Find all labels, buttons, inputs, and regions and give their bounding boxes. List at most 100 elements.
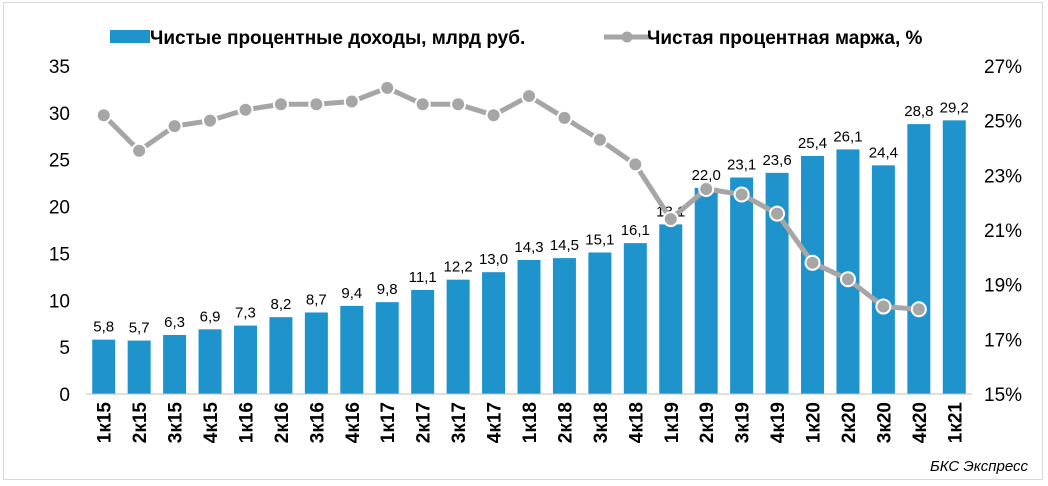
x-tick-label: 3к15	[166, 402, 187, 444]
x-tick-label: 3к16	[307, 402, 328, 443]
x-tick-label: 1к19	[662, 402, 683, 443]
line-point	[131, 142, 148, 159]
left-tick-label: 0	[59, 385, 70, 406]
line-point	[485, 107, 502, 124]
line-point	[414, 96, 431, 113]
bar	[304, 312, 328, 394]
bar	[517, 259, 541, 394]
line-point	[769, 205, 786, 222]
x-tick-label: 4к15	[201, 402, 222, 444]
bar	[588, 252, 612, 394]
x-tick-label: 3к18	[591, 402, 612, 443]
bar-value-label: 22,0	[692, 167, 721, 184]
bar-value-label: 15,1	[585, 231, 614, 248]
x-tick-label: 1к21	[945, 402, 966, 444]
line-point	[450, 96, 467, 113]
bar-value-label: 6,3	[164, 314, 185, 331]
legend-marker	[621, 31, 633, 43]
bar-value-label: 26,1	[833, 128, 862, 145]
left-tick-label: 20	[49, 198, 70, 219]
x-tick-label: 4к18	[626, 402, 647, 443]
bar	[198, 329, 222, 394]
line-point	[733, 186, 750, 203]
bar-value-label: 9,4	[341, 285, 362, 302]
bar	[694, 187, 718, 394]
bar-value-label: 11,1	[409, 269, 437, 286]
x-tick-label: 2к20	[839, 402, 860, 443]
bar-value-label: 6,9	[200, 308, 221, 325]
bar	[446, 279, 470, 394]
right-tick-label: 21%	[984, 221, 1022, 242]
bar-value-label: 14,3	[514, 239, 543, 256]
legend-label-line: Чистая процентная маржа, %	[647, 28, 923, 49]
x-tick-label: 1к15	[95, 402, 116, 444]
bar	[765, 172, 789, 394]
line-point	[662, 211, 679, 228]
bar-value-label: 12,2	[444, 259, 473, 276]
x-tick-label: 4к16	[343, 402, 364, 443]
bar-value-label: 28,8	[904, 103, 933, 120]
x-tick-label: 3к17	[449, 402, 470, 443]
bar-value-label: 24,4	[869, 144, 898, 161]
bar-value-label: 8,7	[306, 291, 327, 308]
bar	[942, 120, 966, 395]
legend-swatch-bar	[110, 30, 150, 43]
bar-value-label: 16,1	[621, 222, 650, 239]
line-point	[591, 131, 608, 148]
bar	[801, 155, 825, 394]
x-tick-label: 3к19	[733, 402, 754, 443]
left-tick-label: 15	[49, 244, 70, 265]
x-tick-label: 1к20	[804, 402, 825, 443]
line-point	[556, 109, 573, 126]
x-tick-label: 2к15	[130, 402, 151, 444]
legend-label-bar: Чистые процентные доходы, млрд руб.	[150, 28, 525, 49]
left-tick-label: 35	[49, 57, 70, 78]
bar	[269, 317, 293, 394]
left-tick-label: 5	[59, 338, 70, 359]
left-axis: 0 5 10 15 20 25 30 35	[49, 57, 70, 406]
line-point	[95, 107, 112, 124]
bar	[233, 325, 257, 394]
x-tick-label: 2к19	[697, 402, 718, 443]
line-point	[166, 118, 183, 135]
right-tick-label: 15%	[984, 385, 1022, 406]
bar-value-label: 23,6	[762, 152, 791, 169]
x-tick-label: 1к16	[236, 402, 257, 443]
x-tick-label: 4к17	[485, 402, 506, 443]
line-series	[95, 79, 927, 318]
line-point	[237, 101, 254, 118]
x-axis: 1к15 2к15 3к15 4к15 1к16 2к16 3к16 4к16 1к17 2к17…	[86, 393, 972, 444]
line-point	[839, 271, 856, 288]
right-axis: 15% 17% 19% 21% 23% 25% 27%	[984, 57, 1022, 406]
bar	[340, 305, 364, 394]
line-point	[272, 96, 289, 113]
x-tick-label: 2к17	[414, 402, 435, 443]
x-tick-label: 4к19	[768, 402, 789, 443]
bar	[163, 334, 187, 394]
bar	[375, 302, 399, 394]
bar	[730, 177, 754, 394]
bar	[552, 258, 576, 394]
x-tick-label: 1к17	[378, 402, 399, 443]
right-tick-label: 23%	[984, 166, 1022, 187]
bar	[659, 224, 683, 394]
right-tick-label: 19%	[984, 276, 1022, 297]
right-tick-label: 25%	[984, 112, 1022, 133]
left-tick-label: 25	[49, 151, 70, 172]
bar	[482, 272, 506, 394]
bar	[623, 243, 647, 394]
bar-value-label: 14,5	[550, 237, 579, 254]
bar-data-labels: 5,8 5,7 6,3 6,9 7,3 8,2 8,7 9,4 9,8 11,1 12,2 13,0 1…	[93, 99, 969, 336]
bar-value-label: 5,8	[93, 319, 114, 336]
line-path	[101, 85, 920, 312]
line-point	[627, 156, 644, 173]
x-tick-label: 2к16	[272, 402, 293, 443]
bar-value-label: 9,8	[377, 281, 398, 298]
bar-value-label: 8,2	[270, 296, 291, 313]
bar	[411, 289, 435, 394]
x-tick-label: 4к20	[910, 402, 931, 443]
x-tick-label: 1к18	[520, 402, 541, 443]
x-tick-label: 3к20	[874, 402, 895, 443]
legend: Чистые процентные доходы, млрд руб. Чиста…	[110, 28, 923, 49]
